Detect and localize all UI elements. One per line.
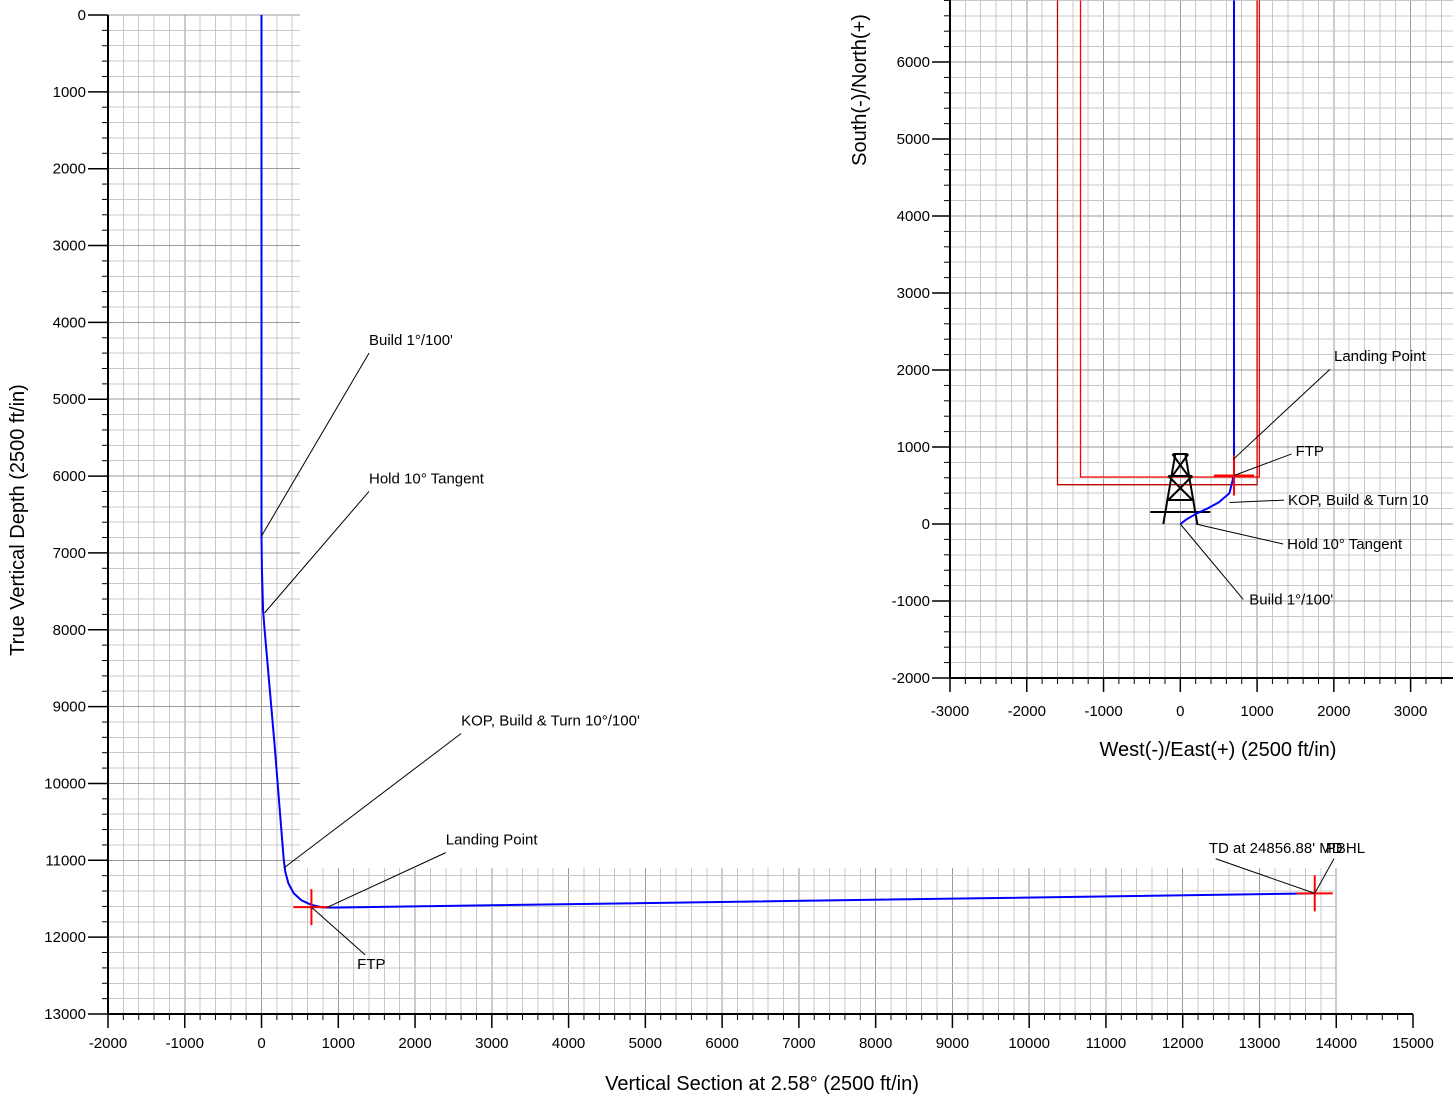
vs-x-tick-label: 14000 — [1315, 1035, 1357, 1052]
vs-x-tick-label: 12000 — [1162, 1035, 1204, 1052]
vs-annotation-label: Build 1°/100' — [369, 332, 453, 349]
vs-x-axis-title: Vertical Section at 2.58° (2500 ft/in) — [605, 1073, 919, 1095]
pv-annotation-label: Landing Point — [1334, 348, 1427, 365]
pv-annotation-label: FTP — [1296, 443, 1324, 460]
vs-y-axis-title: True Vertical Depth (2500 ft/in) — [7, 384, 29, 656]
vs-y-tick-label: 4000 — [53, 314, 86, 331]
pv-annotation-label: Build 1°/100' — [1249, 591, 1333, 608]
vs-grid — [107, 14, 1337, 1015]
pv-y-tick-label: -1000 — [892, 593, 930, 610]
vs-x-tick-label: 7000 — [782, 1035, 815, 1052]
vs-x-tick-label: 8000 — [859, 1035, 892, 1052]
vs-y-tick-label: 7000 — [53, 545, 86, 562]
vs-annotation-leader — [1215, 858, 1315, 894]
pv-x-tick-label: -2000 — [1008, 703, 1046, 720]
vs-x-tick-label: 3000 — [475, 1035, 508, 1052]
pv-y-tick-label: -2000 — [892, 670, 930, 687]
plan-view-plot: -2000 -1000 0 1000 2000 3000 4000 5000 6000 -3000… — [849, 0, 1453, 761]
vs-y-tick-label: 10000 — [44, 775, 86, 792]
vs-annotation-leader — [311, 906, 366, 956]
vs-y-tick-label: 3000 — [53, 238, 86, 255]
vs-annotation-leader — [283, 733, 462, 869]
vs-annotation-leader — [326, 852, 446, 909]
pv-annotation-leader — [1233, 453, 1292, 476]
pv-annotation-leader — [1232, 368, 1331, 460]
pv-x-tick-label: 3000 — [1394, 703, 1427, 720]
vs-x-tick-label: -2000 — [89, 1035, 127, 1052]
vs-x-tick-label: 2000 — [398, 1035, 431, 1052]
vs-x-tick-label: 10000 — [1008, 1035, 1050, 1052]
pv-x-tick-label: 2000 — [1317, 703, 1350, 720]
pv-y-tick-label: 2000 — [897, 362, 930, 379]
pv-x-axis-title: West(-)/East(+) (2500 ft/in) — [1100, 739, 1337, 761]
vs-y-tick-label: 2000 — [53, 161, 86, 178]
pv-lease-boundary — [1056, 0, 1258, 486]
vs-x-tick-label: 4000 — [552, 1035, 585, 1052]
vs-y-tick-label: 12000 — [44, 929, 86, 946]
vs-annotation-leader — [1314, 858, 1335, 894]
vs-x-tick-label: 6000 — [705, 1035, 738, 1052]
pv-annotation-label: Hold 10° Tangent — [1287, 536, 1403, 553]
vs-x-tick-label: 0 — [257, 1035, 265, 1052]
pv-y-tick-label: 3000 — [897, 285, 930, 302]
vs-x-tick-label: 5000 — [629, 1035, 662, 1052]
vs-x-tick-label: 1000 — [322, 1035, 355, 1052]
vs-y-tick-label: 9000 — [53, 699, 86, 716]
vs-y-tick-label: 0 — [78, 7, 86, 24]
pv-y-axis-title: South(-)/North(+) — [849, 14, 871, 166]
vs-annotation-label: PBHL — [1326, 840, 1365, 857]
pv-x-tick-label: -1000 — [1084, 703, 1122, 720]
pv-y-tick-label: 6000 — [897, 54, 930, 71]
vs-y-tick-label: 5000 — [53, 391, 86, 408]
vs-y-tick-label: 8000 — [53, 622, 86, 639]
vs-annotation-label: Hold 10° Tangent — [369, 470, 485, 487]
vs-annotation-label: KOP, Build & Turn 10°/100' — [461, 713, 640, 730]
pv-grid — [949, 0, 1453, 679]
vs-annotation-leader — [264, 491, 370, 614]
vs-y-tick-label: 1000 — [53, 84, 86, 101]
pv-y-tick-label: 1000 — [897, 439, 930, 456]
vs-annotation-label: FTP — [357, 956, 385, 973]
pv-y-tick-label: 0 — [922, 516, 930, 533]
vs-wellpath-line — [260, 15, 1315, 909]
pv-y-tick-label: 5000 — [897, 131, 930, 148]
vertical-section-plot: 0 1000 2000 3000 4000 5000 6000 7000 8000 9000 100… — [7, 7, 1434, 1095]
pv-annotation-leader — [1179, 523, 1244, 600]
vs-annotation-label: Landing Point — [446, 832, 539, 849]
pv-setback-boundary — [1079, 0, 1261, 478]
vs-x-tick-label: -1000 — [166, 1035, 204, 1052]
vs-x-tick-label: 11000 — [1086, 1035, 1127, 1052]
vs-x-tick-label: 13000 — [1239, 1035, 1281, 1052]
vs-y-tick-label: 13000 — [44, 1006, 86, 1023]
pv-x-tick-label: 0 — [1176, 703, 1184, 720]
vs-y-tick-label: 11000 — [45, 852, 86, 869]
vs-x-tick-label: 9000 — [936, 1035, 969, 1052]
vs-annotation-leader — [261, 352, 370, 537]
vs-annotation-label: TD at 24856.88' MD — [1209, 840, 1343, 857]
vs-x-tick-label: 15000 — [1392, 1035, 1434, 1052]
pv-wellpath-line — [1179, 0, 1235, 525]
pv-annotation-leader — [1229, 499, 1284, 503]
pv-x-tick-label: -3000 — [931, 703, 969, 720]
rig-bracing — [1166, 453, 1195, 501]
vs-y-tick-label: 6000 — [53, 468, 86, 485]
pv-annotation-label: KOP, Build & Turn 10 — [1288, 492, 1429, 509]
pv-x-tick-label: 1000 — [1240, 703, 1273, 720]
pv-annotation-leader — [1195, 523, 1284, 545]
pv-y-tick-label: 4000 — [897, 208, 930, 225]
